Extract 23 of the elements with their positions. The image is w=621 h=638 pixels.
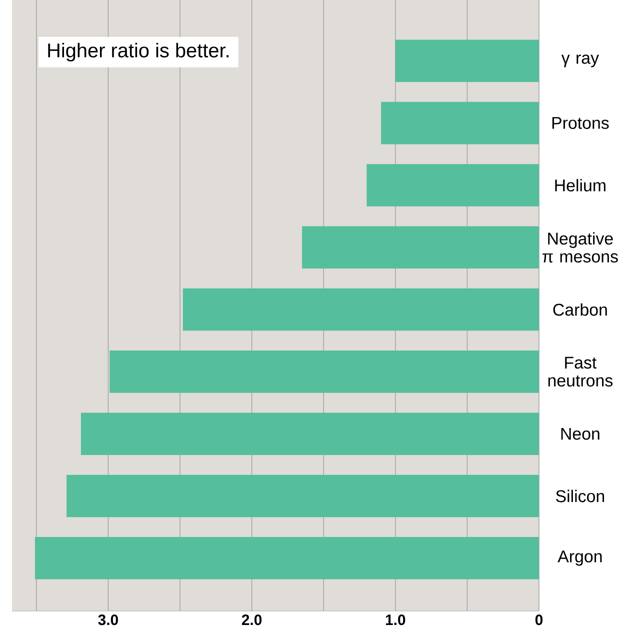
annotation: Higher ratio is better. xyxy=(48,42,229,62)
y-tick-label: Neon xyxy=(561,428,600,440)
y-tick-label: Protons xyxy=(552,117,609,129)
x-tick-label: 2.0 xyxy=(242,614,262,626)
x-tick-label: 0 xyxy=(535,614,543,626)
bar xyxy=(110,350,539,393)
bar xyxy=(302,226,539,269)
bar xyxy=(66,474,539,518)
y-tick-label: Fast neutrons xyxy=(548,356,613,387)
y-tick-label: Argon xyxy=(558,550,602,566)
bar xyxy=(395,40,539,82)
bar xyxy=(381,102,539,144)
bar xyxy=(366,164,539,206)
y-tick-label: Negative π mesons xyxy=(542,232,618,263)
y-tick-label: Silicon xyxy=(556,490,604,502)
bar xyxy=(182,288,539,331)
y-tick-label: γ ray xyxy=(561,54,599,68)
bar xyxy=(34,537,539,580)
x-tick-label: 3.0 xyxy=(98,614,118,626)
bar xyxy=(80,412,539,455)
x-tick-label: 1.0 xyxy=(386,614,406,626)
y-tick-label: Helium xyxy=(555,179,606,192)
y-tick-label: Carbon xyxy=(553,303,607,316)
